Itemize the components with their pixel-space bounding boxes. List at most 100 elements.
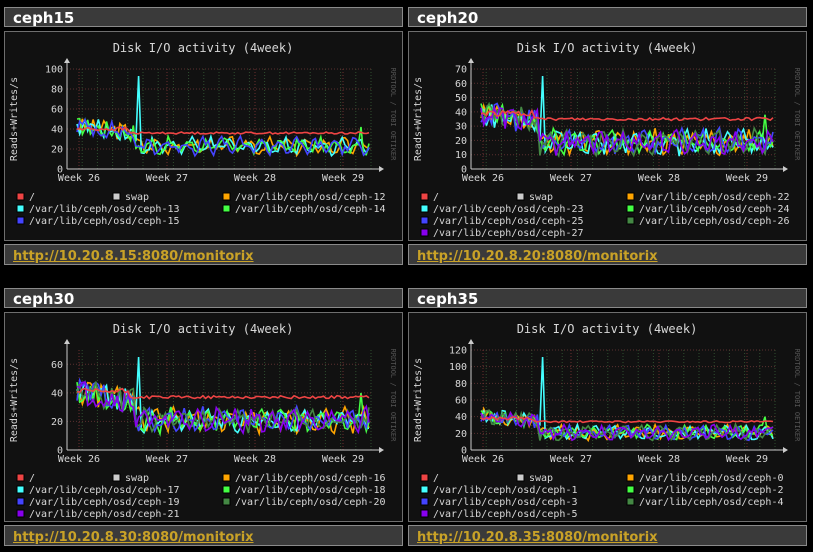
x-tick-label: Week 29 [322, 173, 364, 184]
legend-label: /var/lib/ceph/osd/ceph-16 [235, 473, 386, 484]
disk-io-graph: Disk I/O activity (4week) Reads+Writes/s R… [408, 31, 807, 241]
y-tick-label: 60 [51, 105, 63, 116]
chart-title: Disk I/O activity (4week) [113, 322, 294, 336]
legend-label: /var/lib/ceph/osd/ceph-20 [235, 497, 386, 508]
y-tick-label: 40 [455, 412, 467, 423]
legend-label: /var/lib/ceph/osd/ceph-18 [235, 485, 386, 496]
y-axis-arrow [64, 58, 70, 63]
legend-swatch [626, 497, 635, 506]
legend-label: /var/lib/ceph/osd/ceph-23 [433, 204, 584, 215]
x-tick-label: Week 27 [550, 173, 592, 184]
legend-label: swap [529, 192, 553, 203]
monitorix-link[interactable]: http://10.20.8.20:8080/monitorix [417, 249, 658, 264]
legend-swatch [16, 204, 25, 213]
host-panel-ceph35: ceph35 Disk I/O activity (4week) Reads+Wr… [408, 288, 811, 546]
legend-label: /var/lib/ceph/osd/ceph-21 [29, 509, 180, 520]
rrdtool-watermark: RRDTOOL / TOBI OETIKER [793, 68, 801, 162]
series-line-root [480, 416, 774, 424]
y-tick-label: 20 [455, 429, 467, 440]
rrdtool-watermark: RRDTOOL / TOBI OETIKER [389, 349, 397, 443]
y-axis-label: Reads+Writes/s [413, 77, 424, 161]
y-axis-label: Reads+Writes/s [9, 77, 20, 161]
y-tick-label: 10 [455, 150, 467, 161]
legend-swatch [222, 192, 231, 201]
x-tick-label: Week 28 [638, 454, 680, 465]
x-tick-label: Week 26 [58, 173, 100, 184]
y-tick-label: 100 [449, 362, 467, 373]
legend-label: /var/lib/ceph/osd/ceph-0 [639, 473, 784, 484]
x-tick-label: Week 26 [58, 454, 100, 465]
url-bar: http://10.20.8.20:8080/monitorix [408, 244, 807, 265]
series-line [76, 381, 370, 434]
legend-swatch [222, 204, 231, 213]
series-line-root [76, 126, 370, 135]
legend-swatch [420, 497, 429, 506]
disk-io-chart: Disk I/O activity (4week) Reads+Writes/s R… [413, 41, 801, 239]
y-tick-label: 20 [51, 417, 63, 428]
legend-label: swap [125, 473, 149, 484]
x-tick-label: Week 26 [462, 173, 504, 184]
monitorix-link[interactable]: http://10.20.8.15:8080/monitorix [13, 249, 254, 264]
legend-swatch [626, 485, 635, 494]
x-tick-label: Week 26 [462, 454, 504, 465]
host-panel-ceph15: ceph15 Disk I/O activity (4week) Reads+Wr… [4, 7, 407, 265]
legend-swatch [420, 228, 429, 237]
x-axis-arrow [379, 166, 384, 172]
legend-swatch [222, 473, 231, 482]
series-line [480, 411, 774, 442]
x-tick-label: Week 28 [234, 454, 276, 465]
y-tick-label: 120 [449, 346, 467, 357]
legend-label: /var/lib/ceph/osd/ceph-24 [639, 204, 790, 215]
chart-title: Disk I/O activity (4week) [517, 322, 698, 336]
series-line [76, 381, 370, 437]
y-tick-label: 70 [455, 65, 467, 76]
legend-swatch [420, 473, 429, 482]
legend-swatch [420, 509, 429, 518]
monitorix-link[interactable]: http://10.20.8.30:8080/monitorix [13, 530, 254, 545]
legend-label: /var/lib/ceph/osd/ceph-26 [639, 216, 790, 227]
series-line [76, 75, 370, 158]
legend-swatch [626, 204, 635, 213]
url-bar: http://10.20.8.15:8080/monitorix [4, 244, 403, 265]
legend-swatch [16, 485, 25, 494]
y-axis-arrow [64, 339, 70, 344]
legend-swatch [16, 192, 25, 201]
y-tick-label: 0 [57, 446, 63, 457]
legend-swatch [420, 192, 429, 201]
y-axis-arrow [468, 58, 474, 63]
legend-swatch [420, 485, 429, 494]
x-axis-arrow [379, 447, 384, 453]
x-tick-label: Week 28 [638, 173, 680, 184]
host-title: ceph20 [408, 7, 807, 27]
legend-swatch [112, 192, 121, 201]
y-tick-label: 60 [455, 79, 467, 90]
monitorix-link[interactable]: http://10.20.8.35:8080/monitorix [417, 530, 658, 545]
y-tick-label: 30 [455, 122, 467, 133]
y-tick-label: 80 [51, 85, 63, 96]
disk-io-chart: Disk I/O activity (4week) Reads+Writes/s R… [9, 41, 397, 227]
y-tick-label: 40 [51, 388, 63, 399]
disk-io-graph: Disk I/O activity (4week) Reads+Writes/s R… [408, 312, 807, 522]
legend-swatch [626, 473, 635, 482]
legend-label: /var/lib/ceph/osd/ceph-2 [639, 485, 784, 496]
series-line [76, 377, 370, 434]
y-tick-label: 20 [455, 136, 467, 147]
y-tick-label: 100 [45, 65, 63, 76]
y-tick-label: 40 [51, 125, 63, 136]
series-line [76, 117, 370, 158]
legend-swatch [112, 473, 121, 482]
host-panel-ceph30: ceph30 Disk I/O activity (4week) Reads+Wr… [4, 288, 407, 546]
y-tick-label: 60 [455, 396, 467, 407]
legend-label: /var/lib/ceph/osd/ceph-14 [235, 204, 386, 215]
y-axis-label: Reads+Writes/s [9, 358, 20, 442]
x-tick-label: Week 27 [146, 173, 188, 184]
legend-label: /var/lib/ceph/osd/ceph-12 [235, 192, 386, 203]
legend-label: /var/lib/ceph/osd/ceph-27 [433, 228, 584, 239]
legend-label: / [433, 473, 439, 484]
y-axis-arrow [468, 339, 474, 344]
legend-label: /var/lib/ceph/osd/ceph-5 [433, 509, 578, 520]
series-line [480, 410, 774, 442]
series-line-root [480, 108, 774, 122]
y-tick-label: 40 [455, 107, 467, 118]
disk-io-chart: Disk I/O activity (4week) Reads+Writes/s R… [413, 322, 801, 520]
